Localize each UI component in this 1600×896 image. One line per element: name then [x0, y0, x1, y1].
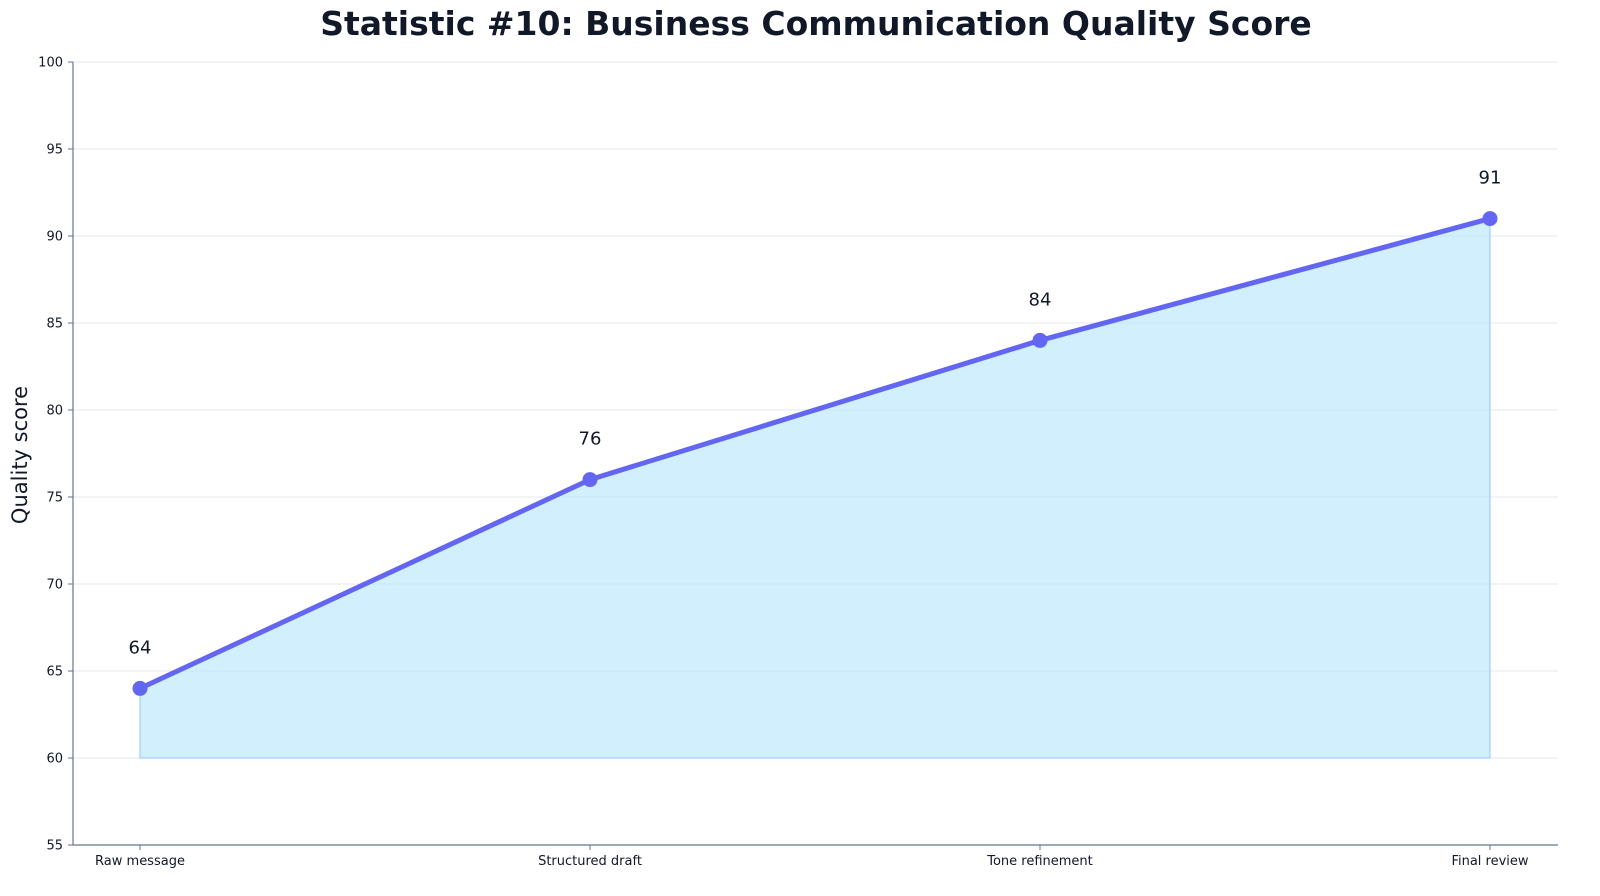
data-label: 84 — [1029, 289, 1052, 310]
y-tick-label: 55 — [46, 839, 63, 854]
y-tick-label: 60 — [46, 752, 63, 767]
data-point — [1032, 332, 1048, 348]
data-point — [1482, 211, 1498, 227]
x-tick-label: Structured draft — [538, 854, 642, 869]
y-tick-label: 70 — [46, 578, 63, 593]
chart-title: Statistic #10: Business Communication Qu… — [320, 4, 1312, 43]
data-label: 76 — [579, 429, 602, 450]
y-tick-label: 65 — [46, 665, 63, 680]
data-label: 91 — [1479, 168, 1502, 189]
area-fill-group — [139, 217, 1491, 759]
x-tick-labels: Raw message Structured draft Tone refineme… — [95, 854, 1529, 869]
y-tick-label: 90 — [46, 230, 63, 245]
x-tick-label: Final review — [1451, 854, 1528, 869]
y-tick-label: 85 — [46, 317, 63, 332]
data-labels: 64 76 84 91 — [129, 168, 1502, 659]
y-axis-label: Quality score — [8, 386, 32, 524]
data-point — [582, 472, 598, 488]
y-tick-label: 75 — [46, 491, 63, 506]
data-points — [132, 211, 1498, 696]
x-tick-label: Raw message — [95, 854, 185, 869]
area-fill — [139, 217, 1491, 759]
series-line-group — [137, 216, 1493, 691]
axes — [68, 61, 1558, 850]
y-tick-label: 95 — [46, 143, 63, 158]
y-tick-label: 80 — [46, 404, 63, 419]
y-tick-label: 100 — [38, 56, 63, 71]
series-line — [137, 216, 1493, 691]
data-label: 64 — [129, 637, 152, 658]
x-tick-label: Tone refinement — [986, 854, 1093, 869]
data-point — [132, 680, 148, 696]
y-tick-labels: 55 60 65 70 75 80 85 90 95 100 — [38, 56, 63, 854]
